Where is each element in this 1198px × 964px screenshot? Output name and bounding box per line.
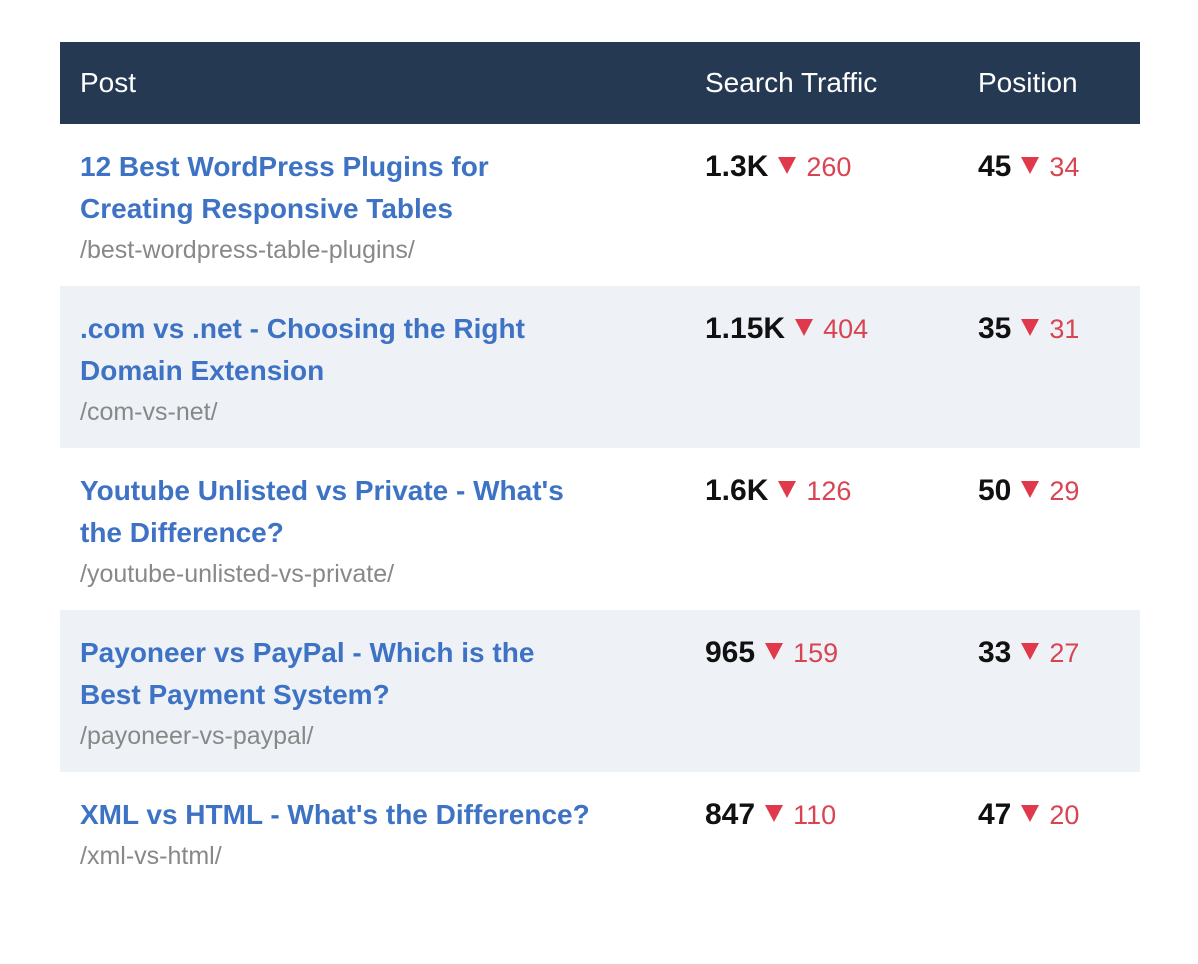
traffic-value: 847	[705, 798, 756, 831]
table-row: XML vs HTML - What's the Difference? /xm…	[60, 772, 1140, 934]
down-arrow-icon	[795, 319, 814, 336]
position-value: 33	[978, 636, 1012, 669]
post-title-link[interactable]: Payoneer vs PayPal - Which is the Best P…	[80, 637, 535, 710]
traffic-cell: 1.3K 260	[685, 146, 958, 188]
post-title-link[interactable]: 12 Best WordPress Plugins for Creating R…	[80, 151, 489, 224]
traffic-cell: 1.15K 404	[685, 308, 958, 350]
down-arrow-icon	[778, 481, 797, 498]
position-value: 45	[978, 150, 1012, 183]
traffic-cell: 965 159	[685, 632, 958, 674]
position-delta: 20	[1049, 800, 1080, 830]
position-value: 50	[978, 474, 1012, 507]
position-delta: 31	[1049, 314, 1080, 344]
traffic-delta: 159	[793, 638, 839, 668]
traffic-cell: 847 110	[685, 794, 958, 836]
traffic-delta: 404	[823, 314, 869, 344]
column-header-search-traffic: Search Traffic	[705, 67, 878, 98]
post-slug: /youtube-unlisted-vs-private/	[80, 560, 395, 588]
position-cell: 33 27	[958, 632, 1140, 674]
down-arrow-icon	[1021, 157, 1040, 174]
table-header: Post Search Traffic Position	[60, 42, 1140, 124]
down-arrow-icon	[765, 805, 784, 822]
traffic-delta: 110	[793, 800, 837, 830]
position-delta: 27	[1049, 638, 1080, 668]
post-title-link[interactable]: XML vs HTML - What's the Difference?	[80, 799, 590, 830]
posts-table: Post Search Traffic Position 12 Best Wor…	[60, 42, 1140, 934]
down-arrow-icon	[765, 643, 784, 660]
post-slug: /xml-vs-html/	[80, 842, 222, 870]
down-arrow-icon	[1021, 319, 1040, 336]
post-cell: Youtube Unlisted vs Private - What's the…	[60, 470, 685, 594]
post-slug: /payoneer-vs-paypal/	[80, 722, 314, 750]
post-cell: 12 Best WordPress Plugins for Creating R…	[60, 146, 685, 270]
traffic-value: 1.3K	[705, 150, 769, 183]
table-row: Youtube Unlisted vs Private - What's the…	[60, 448, 1140, 610]
position-cell: 45 34	[958, 146, 1140, 188]
post-title-link[interactable]: Youtube Unlisted vs Private - What's the…	[80, 475, 564, 548]
position-cell: 50 29	[958, 470, 1140, 512]
post-cell: Payoneer vs PayPal - Which is the Best P…	[60, 632, 685, 756]
post-cell: XML vs HTML - What's the Difference? /xm…	[60, 794, 685, 876]
down-arrow-icon	[1021, 805, 1040, 822]
down-arrow-icon	[1021, 643, 1040, 660]
traffic-value: 1.6K	[705, 474, 769, 507]
traffic-delta: 126	[806, 476, 852, 506]
table-row: Payoneer vs PayPal - Which is the Best P…	[60, 610, 1140, 772]
position-value: 47	[978, 798, 1012, 831]
traffic-value: 1.15K	[705, 312, 786, 345]
table-row: .com vs .net - Choosing the Right Domain…	[60, 286, 1140, 448]
traffic-delta: 260	[806, 152, 852, 182]
column-header-post: Post	[80, 67, 137, 98]
position-cell: 47 20	[958, 794, 1140, 836]
post-slug: /best-wordpress-table-plugins/	[80, 236, 415, 264]
position-delta: 34	[1049, 152, 1080, 182]
down-arrow-icon	[1021, 481, 1040, 498]
column-header-position: Position	[978, 67, 1078, 98]
post-slug: /com-vs-net/	[80, 398, 218, 426]
traffic-cell: 1.6K 126	[685, 470, 958, 512]
traffic-value: 965	[705, 636, 756, 669]
position-cell: 35 31	[958, 308, 1140, 350]
position-delta: 29	[1049, 476, 1080, 506]
table-row: 12 Best WordPress Plugins for Creating R…	[60, 124, 1140, 286]
post-cell: .com vs .net - Choosing the Right Domain…	[60, 308, 685, 432]
post-title-link[interactable]: .com vs .net - Choosing the Right Domain…	[80, 313, 525, 386]
position-value: 35	[978, 312, 1012, 345]
down-arrow-icon	[778, 157, 797, 174]
